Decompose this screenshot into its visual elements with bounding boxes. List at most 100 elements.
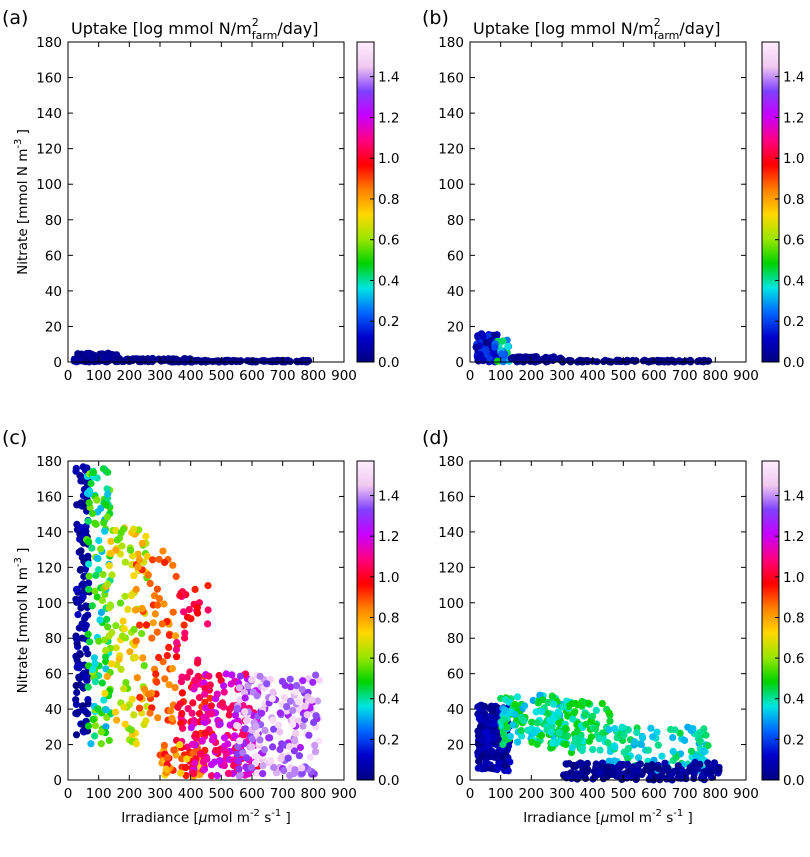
colorbar-tick-label: 0.6 [783,651,804,667]
scatter-point [201,729,210,737]
scatter-point [164,753,172,762]
scatter-point [544,710,552,718]
scatter-point [562,760,571,768]
scatter-point [84,517,92,525]
scatter-point [179,724,187,732]
scatter-point [475,757,483,766]
scatter-point [589,712,597,720]
scatter-points [474,691,723,784]
scatter-point [207,702,215,710]
scatter-point [95,637,103,645]
scatter-point [155,555,163,563]
scatter-point [120,685,128,693]
scatter-point [180,608,188,616]
scatter-point [231,732,239,740]
scatter-point [231,711,240,719]
y-tick-label: 100 [36,596,62,612]
colorbar-tick-label: 1.4 [378,489,399,505]
scatter-point [134,563,142,571]
scatter-point [285,742,294,751]
scatter-point [114,357,122,365]
y-tick-label: 180 [36,454,62,470]
scatter-point [176,741,184,749]
scatter-point [75,598,83,606]
scatter-point [191,357,200,365]
panel-d: (d)0 100 200 300 400 500 600 700 800 900020406080… [422,427,804,826]
scatter-point [142,621,151,629]
scatter-point [518,732,526,740]
scatter-point [91,732,99,740]
scatter-point [500,715,508,723]
scatter-point [598,700,606,708]
scatter-point [171,632,180,640]
scatter-point [274,721,283,729]
scatter-point [212,746,220,754]
scatter-point [205,357,213,365]
scatter-point [674,762,682,770]
x-tick-label: 0 [64,368,73,384]
colorbar-tick-label: 0.8 [783,192,804,208]
scatter-point [637,740,646,749]
scatter-point [182,763,190,772]
scatter-point [234,742,242,751]
scatter-point [113,716,121,724]
scatter-point [299,722,307,730]
x-tick-label: 500 [610,368,636,384]
scatter-point [478,751,487,760]
y-tick-label: 160 [36,489,62,505]
scatter-point [623,760,632,768]
scatter-point [130,525,138,533]
scatter-point [172,572,180,581]
scatter-point [533,719,541,727]
scatter-point [569,715,577,723]
scatter-point [648,765,656,774]
y-tick-label: 100 [36,177,62,193]
scatter-point [661,765,669,773]
scatter-point [74,611,82,619]
scatter-point [490,734,498,742]
scatter-point [236,737,244,745]
scatter-point [276,728,284,736]
x-tick-label: 900 [733,368,759,384]
scatter-point [72,696,80,704]
scatter-point [88,544,96,552]
scatter-point [98,596,106,605]
scatter-point [476,350,484,359]
y-tick-label: 60 [447,248,464,264]
scatter-point [276,745,284,754]
scatter-point [550,700,558,708]
scatter-point [289,720,297,729]
scatter-point [574,771,583,779]
scatter-point [111,708,120,716]
panel-c: (c)0 100 200 300 400 500 600 700 800 900020406080… [2,427,399,826]
scatter-point [241,725,250,733]
scatter-point [79,580,87,588]
scatter-point [584,699,592,707]
scatter-point [131,606,140,614]
scatter-point [97,728,105,736]
y-tick-label: 160 [36,71,62,87]
scatter-point [168,714,176,723]
scatter-point [632,357,640,365]
scatter-point [243,357,251,365]
colorbar-tick-label: 1.0 [378,570,399,586]
scatter-point [177,678,185,686]
scatter-point [616,357,624,365]
x-tick-label: 300 [549,786,575,802]
scatter-point [75,673,83,681]
scatter-point [306,753,314,761]
scatter-point [81,357,89,365]
colorbar-tick-label: 0.4 [783,273,804,289]
scatter-point [605,757,613,765]
scatter-point [126,648,134,656]
scatter-point [611,725,619,733]
scatter-point [162,765,170,773]
scatter-point [174,356,182,364]
scatter-point [581,711,589,719]
scatter-point [118,632,127,640]
plot-frame [469,41,747,363]
scatter-point [276,709,284,717]
scatter-point [132,355,140,363]
scatter-point [121,720,129,728]
scatter-point [153,585,161,593]
